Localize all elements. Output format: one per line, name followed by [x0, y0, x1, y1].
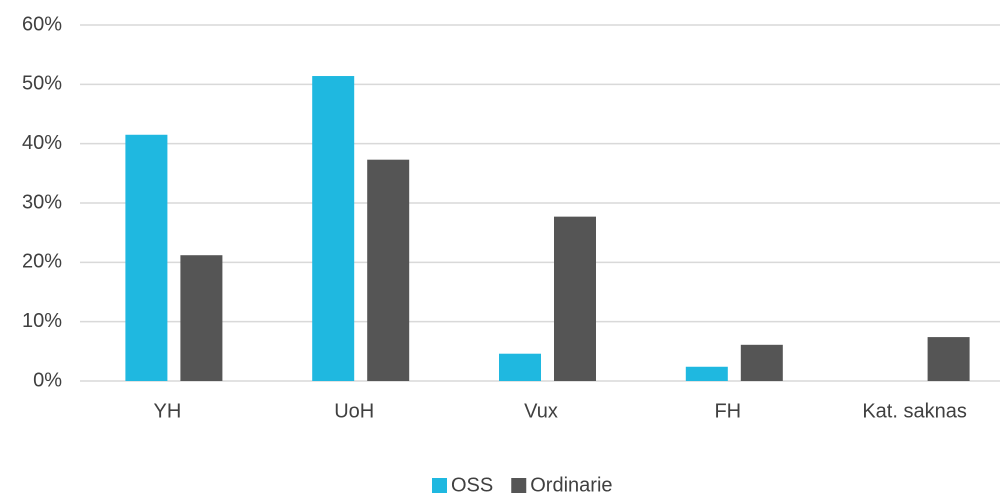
x-tick-label: Vux — [524, 400, 558, 422]
x-tick-label: Kat. saknas — [862, 400, 967, 422]
bar — [367, 159, 410, 381]
x-tick-label: UoH — [334, 400, 374, 422]
y-tick-label: 30% — [22, 191, 62, 213]
y-tick-label: 50% — [22, 73, 62, 95]
x-tick-label: FH — [714, 400, 741, 422]
bar — [499, 353, 541, 381]
legend-swatch — [432, 478, 447, 493]
bar — [740, 344, 783, 381]
y-tick-label: 0% — [33, 369, 62, 391]
bar — [125, 134, 168, 381]
y-tick-label: 10% — [22, 310, 62, 332]
y-tick-label: 60% — [22, 13, 62, 35]
legend-label: OSS — [451, 474, 493, 496]
bar — [180, 255, 223, 381]
legend-label: Ordinarie — [530, 474, 612, 496]
y-tick-label: 40% — [22, 132, 62, 154]
bar — [685, 366, 728, 381]
bar — [554, 216, 596, 381]
legend-swatch — [511, 478, 527, 493]
bar — [312, 76, 355, 381]
x-tick-label: YH — [154, 400, 182, 422]
bar — [927, 337, 970, 381]
y-tick-label: 20% — [22, 251, 62, 273]
